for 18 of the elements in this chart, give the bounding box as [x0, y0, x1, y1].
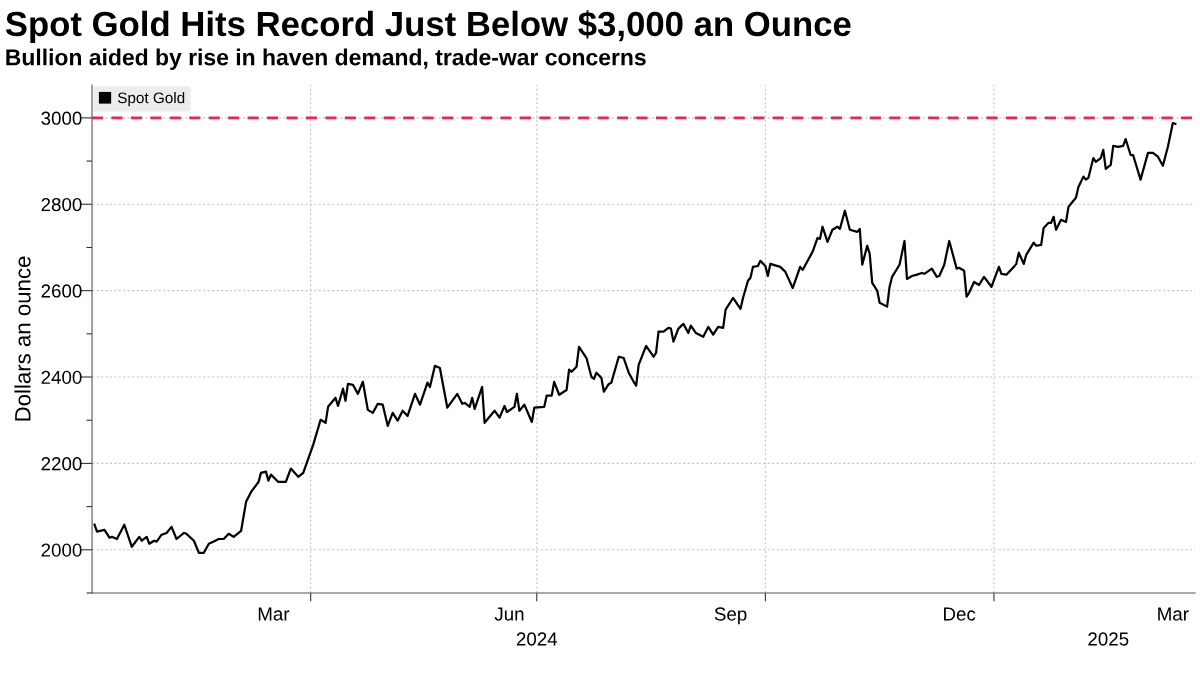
- y-axis-title: Dollars an ounce: [14, 256, 31, 421]
- x-tick-label: Jun: [494, 607, 524, 621]
- x-tick-label: Mar: [1158, 607, 1189, 621]
- line-series: [93, 121, 1177, 554]
- y-tick-label: 2800: [41, 197, 82, 212]
- y-tick-label: 2400: [41, 370, 82, 385]
- chart-subtitle: Bullion aided by rise in haven demand, trade-war concerns: [6, 48, 646, 70]
- x-tick-label: Mar: [258, 607, 290, 621]
- y-tick-label: 3000: [41, 111, 82, 125]
- y-tick-label: 2200: [41, 457, 82, 471]
- legend-label: Spot Gold: [117, 92, 185, 107]
- x2-tick-label: 2024: [516, 632, 558, 646]
- y-tick-label: 2600: [41, 284, 82, 298]
- x2-tick-label: 2025: [1088, 632, 1129, 646]
- chart-title: Spot Gold Hits Record Just Below $3,000 an Ounce: [5, 10, 851, 44]
- x-tick-label: Dec: [944, 607, 976, 621]
- x-tick-label: Sep: [714, 607, 747, 625]
- y-tick-label: 2000: [41, 543, 82, 557]
